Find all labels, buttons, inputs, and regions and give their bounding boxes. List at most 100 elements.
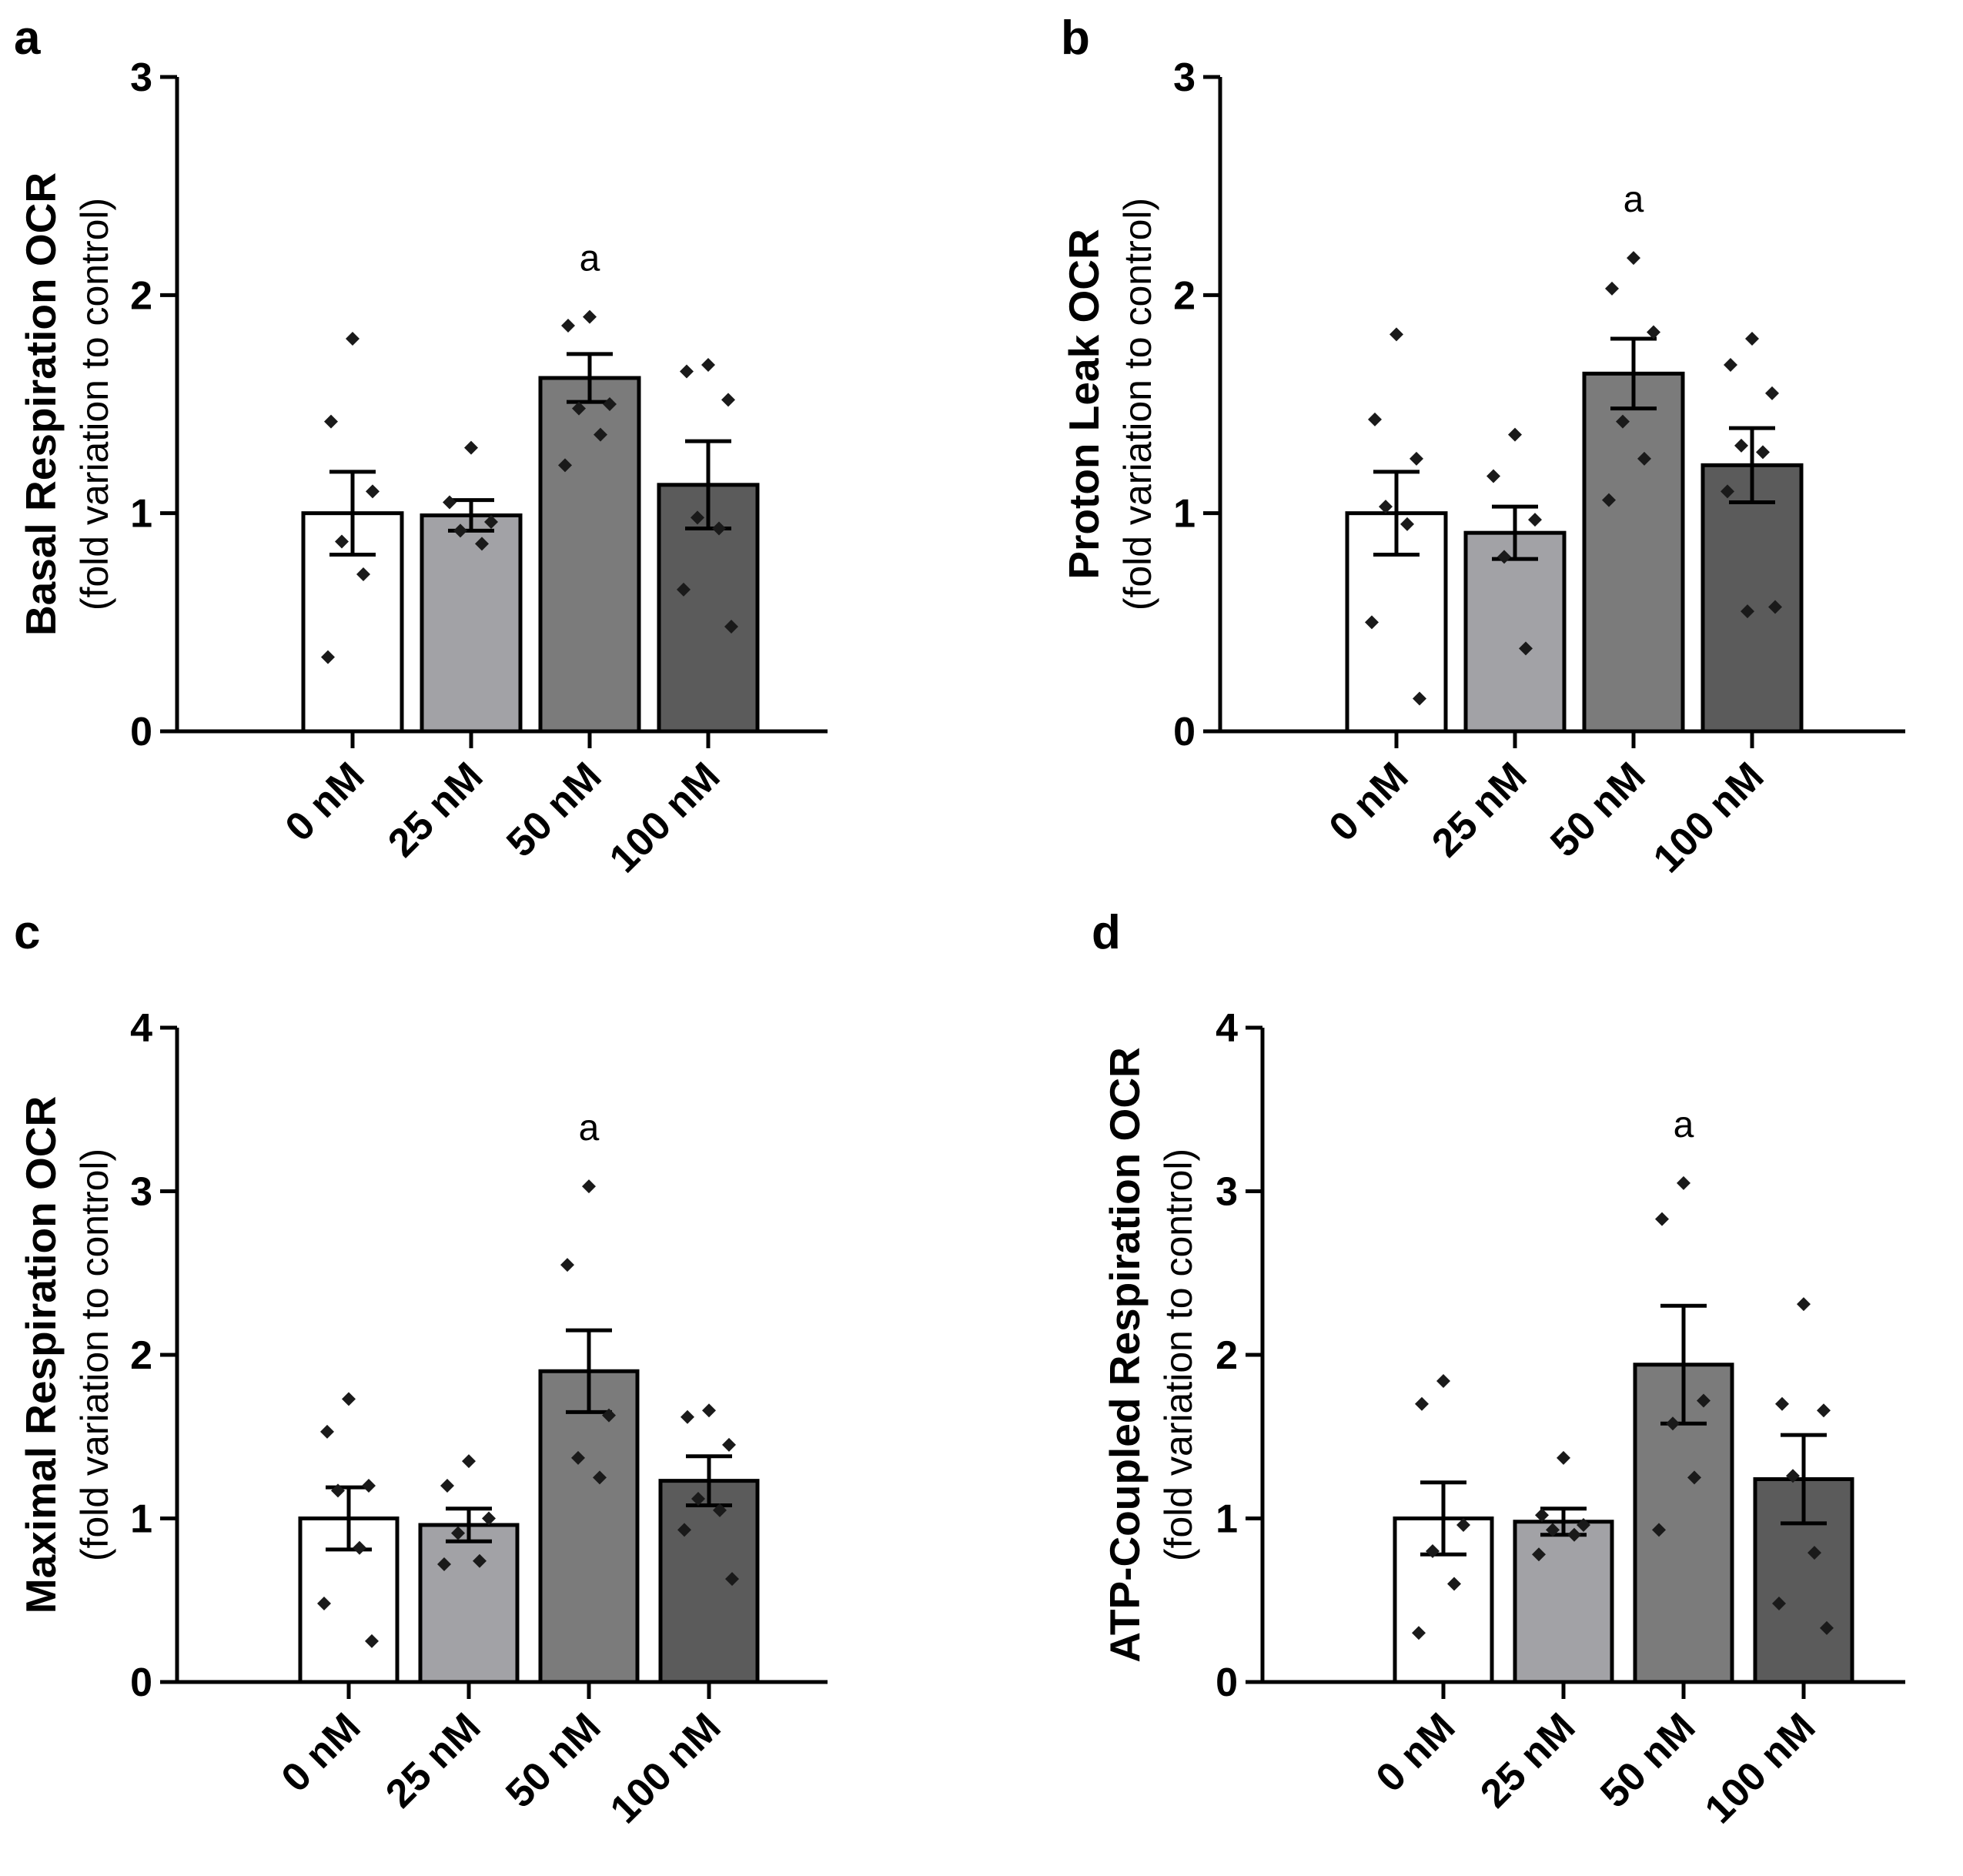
data-point xyxy=(331,1483,345,1498)
data-point xyxy=(462,1454,476,1469)
x-tick-label: 100 nM xyxy=(602,1704,730,1832)
bar-25-nm xyxy=(1463,530,1567,734)
data-point xyxy=(1519,641,1533,656)
data-point xyxy=(1368,412,1382,426)
y-tick-label: 2 xyxy=(130,273,152,318)
significance-label: a xyxy=(579,1108,600,1149)
panel-letter: b xyxy=(1061,12,1090,65)
error-bar xyxy=(566,1328,612,1414)
y-axis-subtitle: (fold variation to control) xyxy=(73,198,116,610)
data-point xyxy=(1647,325,1660,339)
data-point xyxy=(680,364,694,379)
y-tick-label: 4 xyxy=(1216,1006,1238,1051)
data-point xyxy=(365,1634,379,1648)
x-tick-label: 0 nM xyxy=(277,754,373,850)
data-point xyxy=(593,1470,607,1485)
error-bar xyxy=(1610,336,1657,411)
data-point xyxy=(721,393,735,407)
data-point xyxy=(1486,469,1500,483)
chart-panel-c: c Maximal Respiration OCR (fold variation … xyxy=(14,906,828,1832)
bar-25-nm xyxy=(1513,1520,1614,1684)
data-point xyxy=(324,414,338,429)
x-tick-label: 25 nM xyxy=(380,754,491,865)
bar-100-nm xyxy=(1700,463,1804,734)
data-point xyxy=(561,319,575,333)
bar-25-nm xyxy=(418,1523,520,1684)
x-tick-label: 25 nM xyxy=(377,1704,489,1816)
error-bar xyxy=(329,470,376,557)
data-point xyxy=(440,1479,454,1493)
data-point xyxy=(335,534,349,549)
error-bar xyxy=(1781,1433,1827,1526)
panel-letter: c xyxy=(14,906,40,959)
data-point xyxy=(712,521,726,536)
data-point xyxy=(1745,332,1759,346)
y-tick-label: 1 xyxy=(130,1497,152,1542)
x-tick-label: 100 nM xyxy=(1645,754,1773,881)
data-point xyxy=(1557,1450,1570,1465)
data-point xyxy=(321,650,335,664)
x-tick-label: 0 nM xyxy=(1321,754,1417,850)
data-point xyxy=(572,401,586,416)
data-point xyxy=(1426,1544,1440,1558)
data-point xyxy=(1768,600,1782,614)
bar-50-nm xyxy=(538,1369,640,1684)
significance-label: a xyxy=(1624,179,1644,220)
data-point xyxy=(475,537,489,551)
data-point xyxy=(1497,550,1511,564)
error-bar xyxy=(446,1506,492,1543)
data-point xyxy=(725,1572,739,1587)
data-point xyxy=(583,309,597,324)
y-tick-label: 1 xyxy=(130,492,152,537)
data-point xyxy=(1508,427,1522,442)
error-bar xyxy=(1729,426,1775,504)
y-tick-label: 2 xyxy=(1216,1333,1238,1378)
y-tick-label: 3 xyxy=(130,1170,152,1215)
data-point xyxy=(722,1437,736,1452)
data-point xyxy=(1772,1597,1786,1610)
data-point xyxy=(1734,438,1748,453)
data-point xyxy=(342,1392,356,1406)
data-point xyxy=(356,567,370,581)
data-point xyxy=(1627,251,1640,266)
data-point xyxy=(473,1553,487,1568)
data-point xyxy=(1820,1620,1834,1635)
data-point xyxy=(1741,604,1754,619)
data-point xyxy=(353,1540,366,1555)
data-point xyxy=(1637,451,1651,466)
data-point xyxy=(1775,1396,1789,1411)
data-point xyxy=(1365,615,1379,630)
bar-25-nm xyxy=(420,513,523,734)
y-axis-title: Proton Leak OCR xyxy=(1060,229,1108,579)
data-point xyxy=(724,620,738,634)
data-point xyxy=(453,523,467,538)
data-point xyxy=(1535,1508,1549,1523)
data-point xyxy=(362,1479,376,1493)
data-point xyxy=(1605,281,1619,296)
data-point xyxy=(560,1258,574,1272)
data-point xyxy=(320,1424,334,1439)
y-tick-label: 2 xyxy=(130,1333,152,1378)
data-point xyxy=(437,1557,451,1571)
data-point xyxy=(1817,1403,1831,1418)
x-tick-label: 25 nM xyxy=(1423,754,1535,865)
data-point xyxy=(1412,1626,1426,1640)
data-point xyxy=(1567,1527,1581,1542)
error-bar xyxy=(1373,470,1420,557)
data-point xyxy=(713,1503,727,1517)
data-point xyxy=(1765,386,1779,400)
data-point xyxy=(1400,517,1414,531)
data-point xyxy=(1652,1523,1666,1537)
data-point xyxy=(366,484,380,499)
significance-label: a xyxy=(580,239,600,279)
data-point xyxy=(677,582,691,597)
x-tick-label: 50 nM xyxy=(1542,754,1654,865)
error-bar xyxy=(686,1454,732,1507)
data-point xyxy=(1724,358,1737,372)
data-point xyxy=(1413,691,1426,706)
y-axis-subtitle: (fold variation to control) xyxy=(1116,198,1159,610)
data-point xyxy=(1721,484,1734,499)
data-point xyxy=(594,427,607,442)
bar-50-nm xyxy=(1582,371,1685,734)
error-bar xyxy=(1420,1480,1466,1557)
